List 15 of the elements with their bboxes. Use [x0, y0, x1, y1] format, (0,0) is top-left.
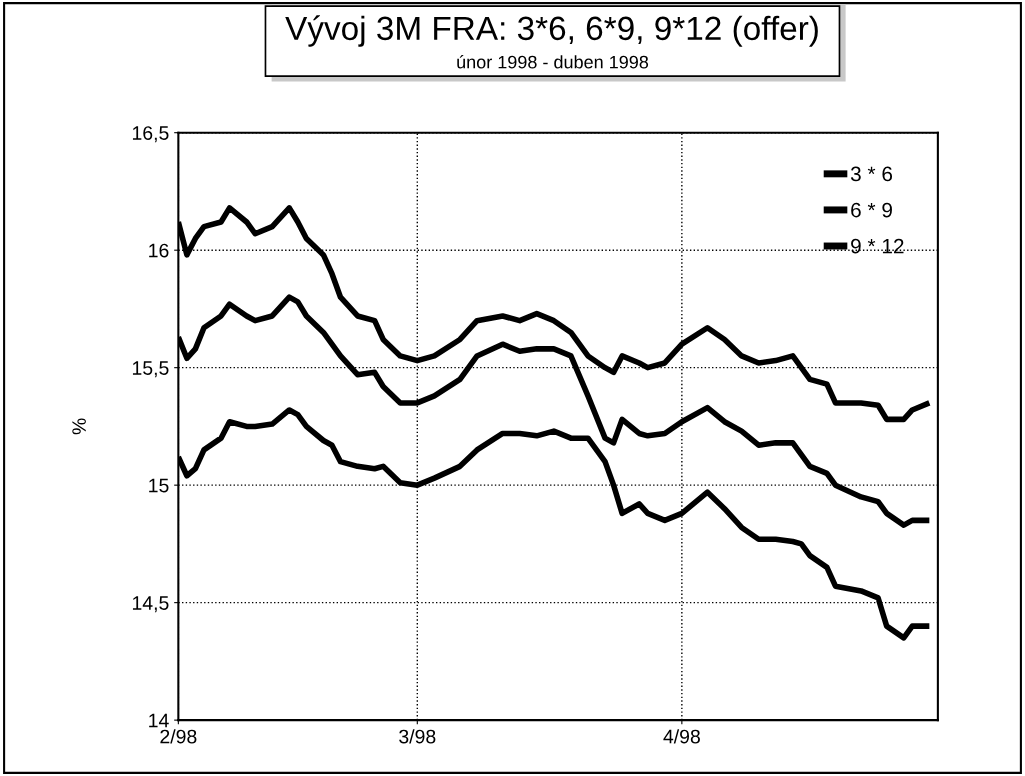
y-tick-label: 16: [149, 243, 169, 258]
y-tick-label: 16,5: [132, 126, 169, 143]
y-axis-title: %: [72, 418, 86, 435]
legend-label: 3 * 6: [850, 166, 893, 182]
y-tick-label: 14: [149, 713, 169, 728]
legend-label: 6 * 9: [851, 202, 892, 218]
x-tick-label: 3/98: [399, 729, 436, 744]
y-tick-label: 14,5: [132, 596, 169, 613]
x-tick-label: 2/98: [160, 729, 197, 744]
legend-label: 9 * 12: [851, 238, 904, 254]
chart-subtitle: únor 1998 - duben 1998: [457, 55, 649, 69]
y-tick-label: 15: [149, 478, 169, 493]
x-tick-label: 4/98: [663, 729, 700, 744]
chart-title: Vývoj 3M FRA: 3*6, 6*9, 9*12 (offer): [285, 15, 818, 47]
y-tick-label: 15,5: [132, 361, 169, 378]
